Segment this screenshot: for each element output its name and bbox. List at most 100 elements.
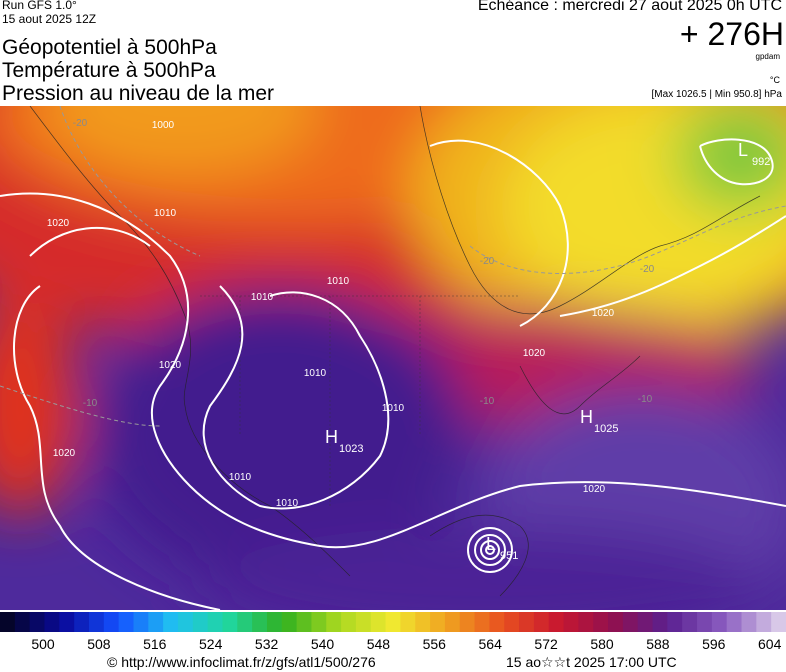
colorbar-label: 508 xyxy=(87,636,111,652)
colorbar-label: 540 xyxy=(311,636,335,652)
colorbar-swatch xyxy=(741,612,757,632)
lead-time: + 276H xyxy=(679,16,784,52)
colorbar-swatch xyxy=(756,612,772,632)
colorbar-swatch xyxy=(74,612,90,632)
pressure-center-symbol: L xyxy=(486,534,496,554)
colorbar-swatch xyxy=(29,612,45,632)
colorbar-label: 604 xyxy=(758,636,782,652)
colorbar-swatch xyxy=(222,612,238,632)
contour-label: 1020 xyxy=(592,308,615,319)
contour-label: -20 xyxy=(73,118,88,129)
pressure-range: [Max 1026.5 | Min 950.8] hPa xyxy=(651,89,782,100)
colorbar-label: 588 xyxy=(646,636,670,652)
colorbar-swatch xyxy=(207,612,223,632)
pressure-center-symbol: H xyxy=(580,407,593,427)
colorbar-swatch xyxy=(533,612,550,632)
colorbar-swatch xyxy=(444,612,461,632)
colorbar-label: 500 xyxy=(31,636,55,652)
colorbar-swatch xyxy=(489,612,505,632)
valid-time: Echéance : mercredi 27 aout 2025 0h UTC xyxy=(477,0,782,14)
colorbar-swatch xyxy=(578,612,594,632)
contour-label: 1010 xyxy=(382,403,405,414)
colorbar-label: 580 xyxy=(590,636,614,652)
colorbar-swatch xyxy=(88,612,105,632)
colorbar-swatch xyxy=(385,612,401,632)
colorbar-swatch xyxy=(355,612,372,632)
colorbar-swatch xyxy=(548,612,565,632)
isotherms xyxy=(0,106,786,427)
contour-label: -10 xyxy=(480,396,495,407)
colorbar-swatch xyxy=(726,612,743,632)
run-label: Run GFS 1.0° xyxy=(2,0,77,12)
colorbar-swatch xyxy=(341,612,357,632)
colorbar-swatch xyxy=(771,612,786,632)
colorbar-swatch xyxy=(370,612,387,632)
colorbar-swatch xyxy=(237,612,253,632)
contour-label: -20 xyxy=(640,264,655,275)
colorbar-swatch xyxy=(711,612,728,632)
colorbar-label: 596 xyxy=(702,636,726,652)
contour-label: 1010 xyxy=(251,292,274,303)
contour-label: -10 xyxy=(83,398,98,409)
colorbar-swatch xyxy=(519,612,535,632)
pressure-center-value: 992 xyxy=(752,156,770,168)
contour-label: 1000 xyxy=(152,120,175,131)
colorbar-swatch xyxy=(0,612,16,632)
pressure-center-symbol: H xyxy=(325,427,338,447)
colorbar-swatch xyxy=(252,612,268,632)
colorbar-swatch xyxy=(415,612,431,632)
contour-label: -20 xyxy=(480,256,495,267)
contour-label: 1020 xyxy=(583,484,606,495)
colorbar-swatch xyxy=(430,612,446,632)
colorbar-swatch xyxy=(296,612,312,632)
colorbar-swatch xyxy=(103,612,120,632)
colorbar-swatch xyxy=(637,612,654,632)
pressure-center-value: 1025 xyxy=(594,423,618,435)
colorbar-swatch xyxy=(59,612,75,632)
contour-label: -10 xyxy=(638,394,653,405)
run-date: 15 aout 2025 12Z xyxy=(2,12,97,26)
colorbar-swatch xyxy=(593,612,609,632)
temp-unit: °C xyxy=(769,75,780,85)
contour-label: 1010 xyxy=(304,368,327,379)
title-line: Géopotentiel à 500hPa xyxy=(2,36,217,59)
isobars xyxy=(0,138,786,610)
colorbar-swatch xyxy=(608,612,624,632)
colorbar-swatch xyxy=(622,612,639,632)
colorbar-label: 516 xyxy=(143,636,167,652)
colorbar-swatch xyxy=(44,612,60,632)
colorbar-swatch xyxy=(266,612,283,632)
title-line: Température à 500hPa xyxy=(2,59,216,82)
colorbar-swatch xyxy=(459,612,476,632)
colorbar-swatch xyxy=(563,612,579,632)
colorbar-swatch xyxy=(311,612,327,632)
pressure-center-symbol: L xyxy=(738,140,748,160)
contour-label: 1010 xyxy=(229,472,252,483)
colorbar-swatch xyxy=(667,612,683,632)
colorbar-swatch xyxy=(14,612,31,632)
colorbar-label: 548 xyxy=(367,636,391,652)
colorbar-swatch xyxy=(177,612,194,632)
contour-label: 1020 xyxy=(159,360,182,371)
title-line: Pression au niveau de la mer xyxy=(2,82,274,105)
colorbar-label: 532 xyxy=(255,636,279,652)
colorbar-swatch xyxy=(133,612,149,632)
contour-label: 1020 xyxy=(47,218,70,229)
colorbar-swatch xyxy=(474,612,490,632)
colorbar-swatch xyxy=(400,612,416,632)
colorbar-swatch xyxy=(652,612,668,632)
contour-label: 1020 xyxy=(523,348,546,359)
colorbar-swatch xyxy=(163,612,179,632)
temperature-field xyxy=(0,106,786,610)
colorbar-label: 564 xyxy=(479,636,503,652)
contour-label: 1010 xyxy=(154,208,177,219)
colorbar-label: 572 xyxy=(534,636,558,652)
timestamp: 15 ao☆☆t 2025 17:00 UTC xyxy=(506,654,677,670)
colorbar-swatch xyxy=(148,612,164,632)
coastlines xyxy=(29,106,761,597)
colorbar-swatch xyxy=(118,612,134,632)
unit: gpdam xyxy=(755,52,780,61)
colorbar-swatch xyxy=(682,612,698,632)
colorbar-swatch xyxy=(192,612,209,632)
